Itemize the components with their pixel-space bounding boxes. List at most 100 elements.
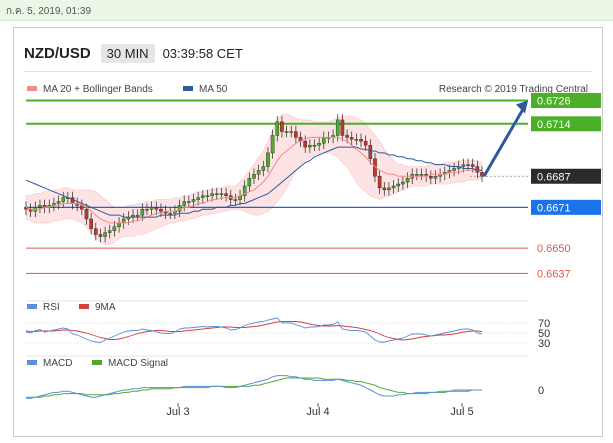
- candle-body: [210, 193, 214, 196]
- header-divider: [24, 71, 592, 72]
- candle-body: [461, 164, 466, 167]
- candle-body: [340, 119, 345, 136]
- x-tick-label: Jul 5: [450, 406, 473, 418]
- candle-body: [187, 201, 191, 203]
- candle-body: [345, 135, 349, 138]
- candle-body: [377, 176, 382, 189]
- legend-ma20-label: MA 20 + Bollinger Bands: [43, 84, 153, 95]
- candle-body: [256, 170, 261, 175]
- legend-ma50-label: MA 50: [199, 84, 228, 95]
- candle-body: [89, 218, 93, 229]
- level-label-bg-0.6714: [531, 116, 601, 132]
- level-label-bg-0.6726: [531, 92, 601, 108]
- candle-body: [191, 199, 196, 202]
- candle-body: [98, 234, 103, 237]
- candle-body: [252, 174, 256, 179]
- level-label-0.6714: 0.6714: [537, 119, 571, 131]
- candle-body: [145, 209, 149, 211]
- x-axis: Jul 3 Jul 4 Jul 5: [166, 403, 474, 418]
- candle-body: [201, 195, 205, 198]
- candle-body: [280, 121, 284, 132]
- macd-panel: MACD MACD Signal 0: [26, 355, 544, 399]
- candle-body: [415, 174, 419, 176]
- level-label-bg-0.6687: [531, 168, 601, 184]
- level-label-bg-0.6671: [531, 199, 601, 215]
- legend-swatch-macd-signal: [92, 360, 102, 365]
- x-tick-label: Jul 3: [166, 406, 189, 418]
- candle-body: [289, 131, 294, 133]
- candle-body: [466, 164, 470, 166]
- legend-swatch-macd: [27, 360, 37, 365]
- candle-body: [401, 181, 405, 185]
- x-tick-label: Jul 4: [306, 406, 329, 418]
- candle-body: [112, 226, 117, 231]
- macd-line: [26, 375, 482, 399]
- chart-card: NZD/USD 30 MIN 03:39:58 CET: [13, 27, 603, 437]
- candle-body: [405, 177, 410, 183]
- candle-body: [387, 187, 391, 191]
- candle-body: [312, 144, 317, 147]
- candle-body: [214, 193, 219, 195]
- candle-body: [168, 212, 173, 215]
- legend-macd-signal-label: MACD Signal: [108, 358, 168, 369]
- candle-body: [266, 152, 270, 167]
- legend-rsi-label: RSI: [43, 302, 60, 313]
- candle-body: [368, 144, 373, 159]
- candle-body: [308, 144, 312, 148]
- candle-body: [382, 187, 387, 191]
- candle-body: [205, 195, 210, 197]
- candle-body: [270, 135, 275, 154]
- candle-body: [335, 119, 340, 136]
- candle-body: [354, 139, 359, 141]
- candle-body: [159, 209, 163, 212]
- candle-body: [247, 177, 252, 187]
- candle-body: [452, 168, 456, 171]
- top-status-bar: ก.ค. 5, 2019, 01:39: [0, 0, 613, 21]
- candle-body: [140, 209, 145, 216]
- level-label-0.6671: 0.6671: [537, 202, 571, 214]
- candle-body: [93, 228, 98, 235]
- candle-body: [107, 230, 112, 233]
- legend-9ma-label: 9MA: [95, 302, 116, 313]
- candle-body: [419, 174, 424, 176]
- candle-body: [117, 222, 121, 227]
- level-label-0.6726: 0.6726: [537, 95, 571, 107]
- candle-body: [321, 137, 326, 144]
- candle-body: [103, 232, 107, 237]
- credit-text: Research © 2019 Trading Central: [439, 84, 588, 95]
- legend-swatch-rsi-9ma: [79, 304, 89, 309]
- rsi-tick-30: 30: [538, 338, 550, 350]
- legend-macd-label: MACD: [43, 358, 72, 369]
- projection-arrow-shaft: [482, 106, 526, 178]
- candle-body: [433, 176, 438, 179]
- candle-body: [242, 185, 247, 196]
- timestamp: ก.ค. 5, 2019, 01:39: [6, 6, 92, 17]
- level-label-0.6650: 0.6650: [537, 243, 571, 255]
- price-chart: MA 20 + Bollinger Bands MA 50 Research © 2…: [24, 84, 601, 280]
- candle-body: [284, 131, 289, 133]
- rsi-tick-70: 70: [538, 318, 550, 330]
- candle-body: [396, 183, 401, 187]
- legend-swatch-ma20: [27, 86, 37, 91]
- candle-body: [470, 164, 475, 167]
- rsi-line: [25, 317, 483, 343]
- candle-body: [294, 131, 298, 138]
- candle-body: [224, 193, 228, 196]
- rsi-tick-50: 50: [538, 328, 550, 340]
- candle-body: [182, 201, 187, 206]
- candle-body: [121, 218, 126, 224]
- candle-body: [261, 166, 266, 171]
- candle-body: [154, 207, 159, 210]
- candle-body: [84, 209, 89, 220]
- legend-swatch-rsi: [27, 304, 37, 309]
- timeframe-badge[interactable]: 30 MIN: [100, 43, 155, 63]
- candle-body: [349, 137, 354, 140]
- candle-body: [275, 121, 280, 136]
- candle-body: [61, 197, 66, 202]
- candle-body: [363, 141, 368, 146]
- candle-body: [149, 207, 154, 210]
- level-label-0.6637: 0.6637: [537, 268, 571, 280]
- candle-body: [317, 143, 321, 146]
